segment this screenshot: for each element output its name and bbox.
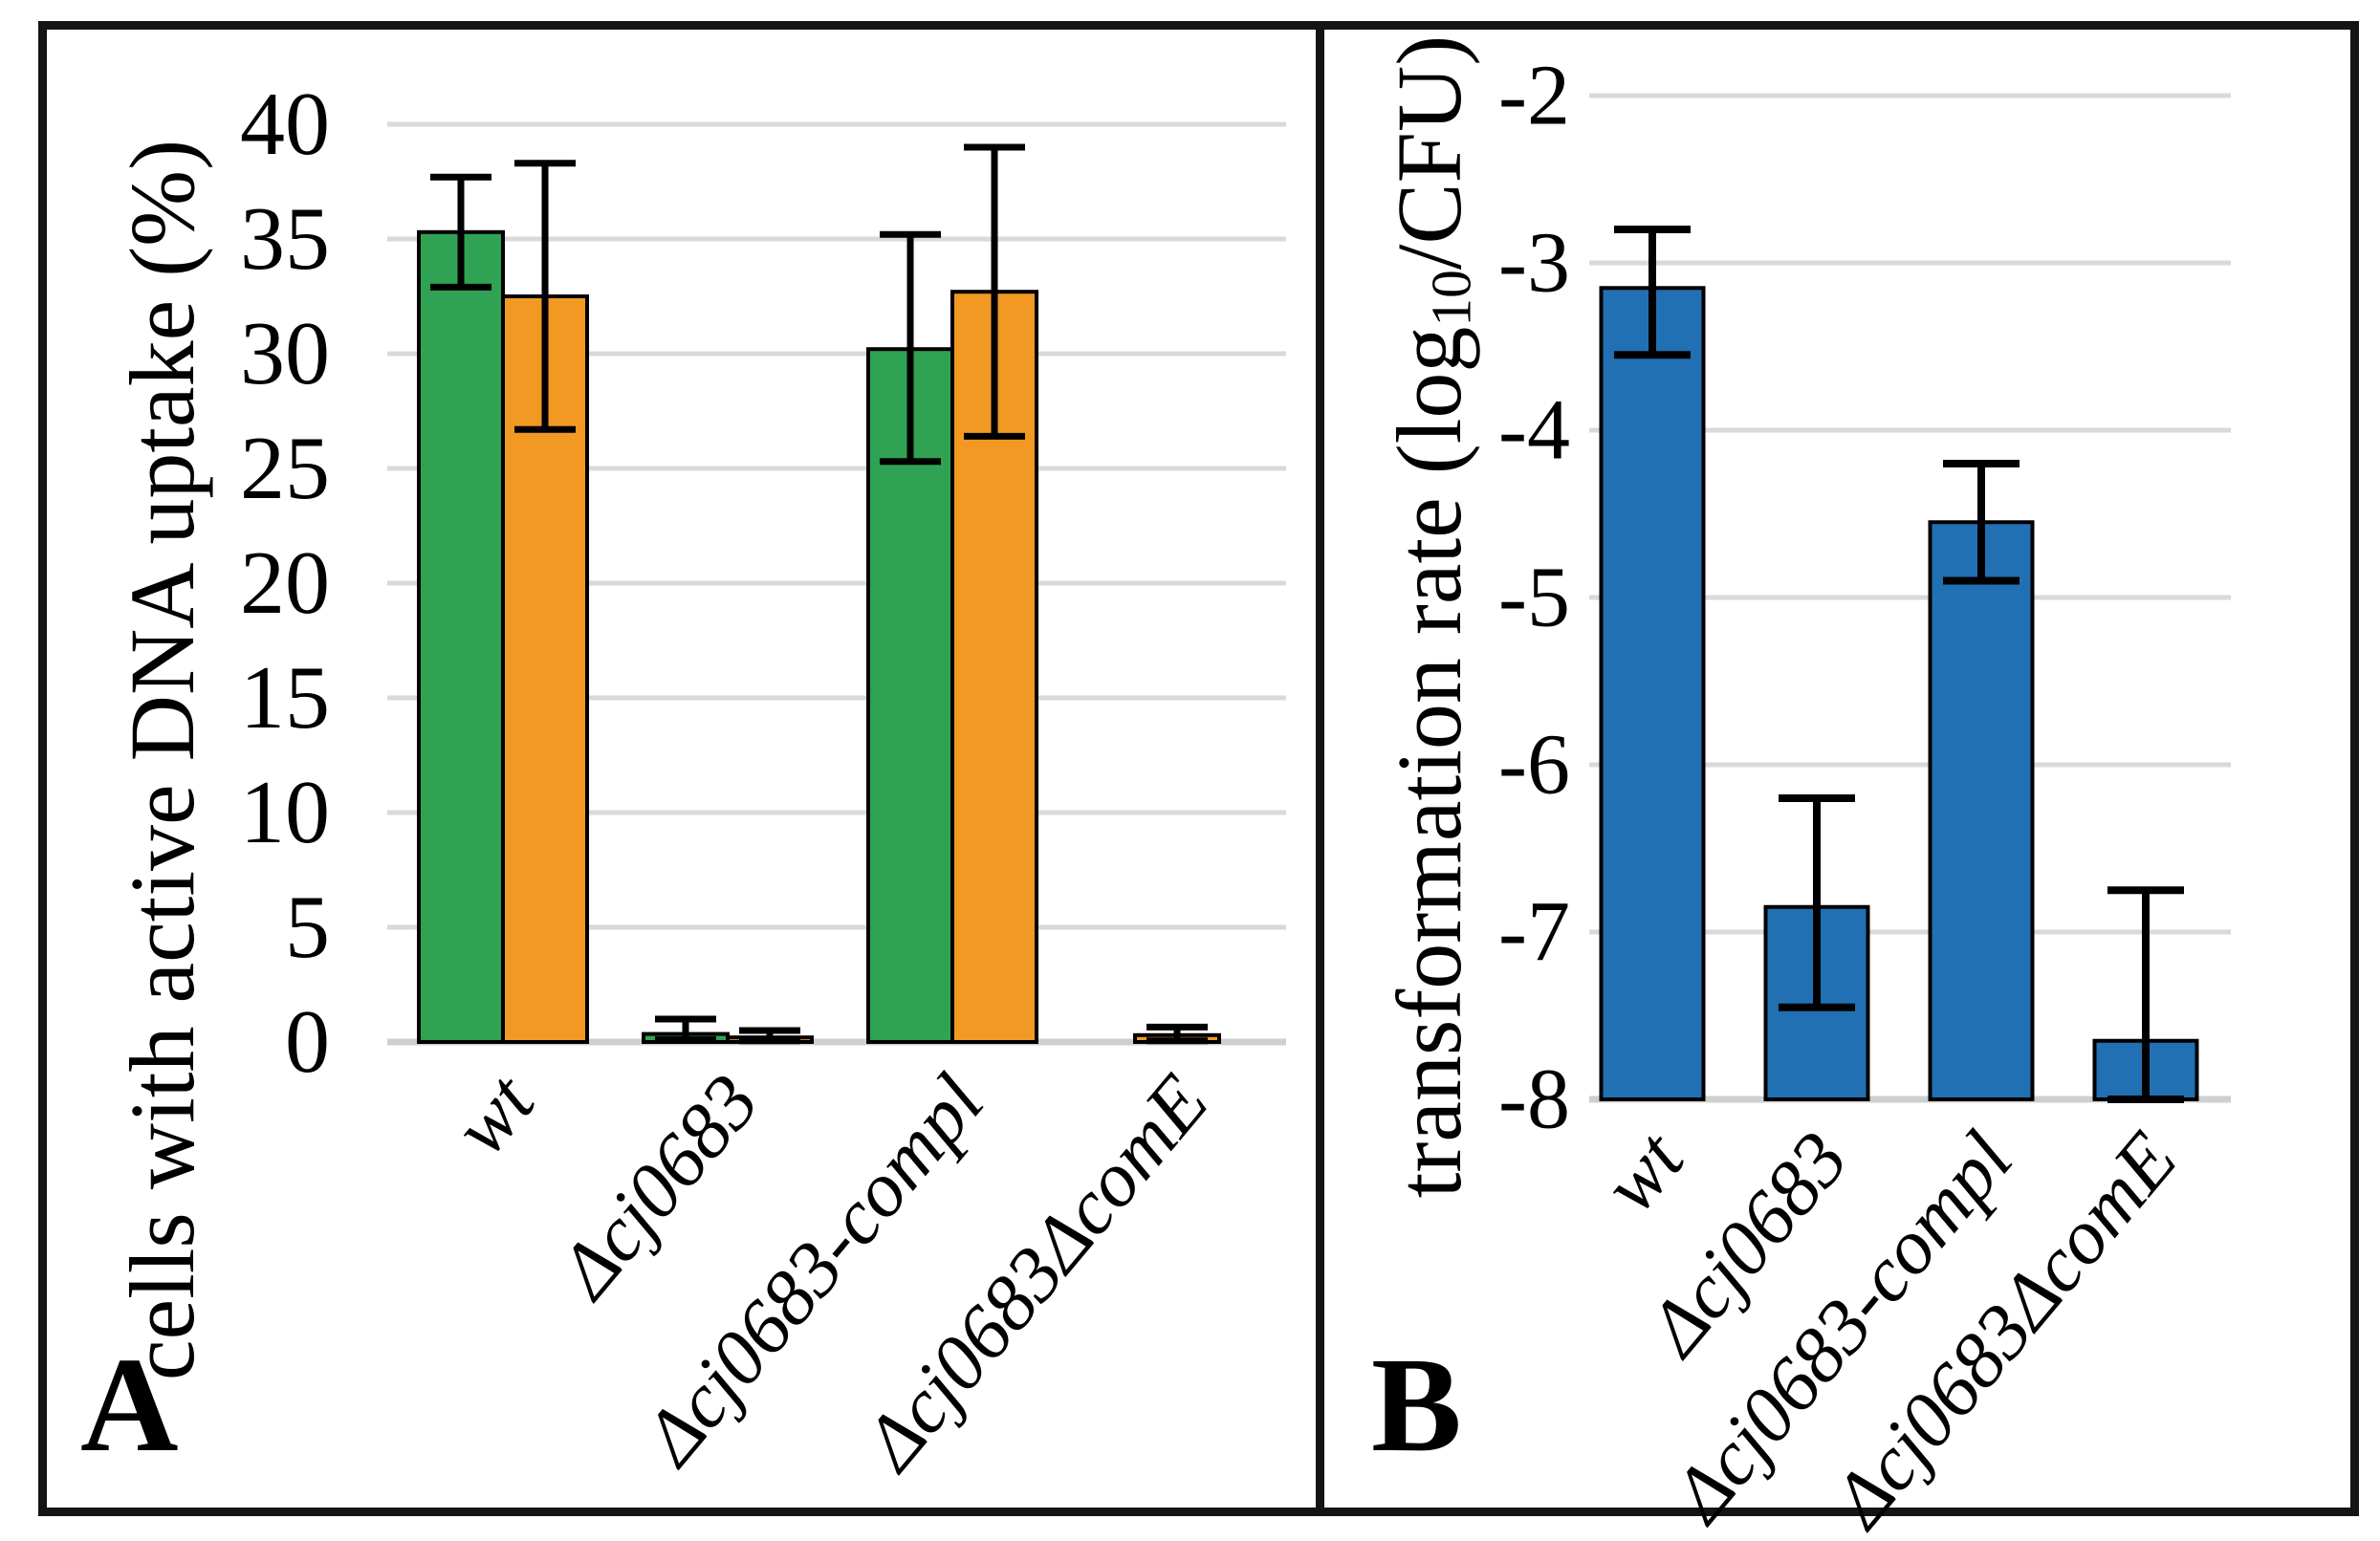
y-tick-A-30: 30 [240, 304, 330, 403]
panel-b-y-axis-title-post: /CFU) [1378, 34, 1480, 271]
panel-b-label: B [1371, 1329, 1462, 1480]
panel-b-y-axis-title-pre: transformation rate (log [1378, 326, 1480, 1199]
y-tick-A-20: 20 [240, 533, 330, 633]
y-tick-B--8: -8 [1498, 1053, 1570, 1147]
panel-b-y-axis-title-subscript: 10 [1419, 270, 1483, 327]
y-tick-A-25: 25 [240, 419, 330, 518]
y-tick-A-5: 5 [285, 878, 330, 977]
y-tick-B--6: -6 [1498, 718, 1570, 813]
y-tick-A-10: 10 [240, 763, 330, 862]
panel-divider [1316, 21, 1324, 1516]
x-label-B-0: wt [1585, 1114, 1701, 1228]
panel-a-label: A [80, 1329, 179, 1480]
y-tick-B--7: -7 [1498, 885, 1570, 980]
y-tick-A-0: 0 [285, 992, 330, 1092]
y-tick-B--2: -2 [1498, 49, 1570, 143]
y-tick-A-35: 35 [240, 189, 330, 289]
figure-border [38, 21, 2359, 1516]
y-tick-B--3: -3 [1498, 216, 1570, 311]
bar-B-0-blue [1599, 286, 1706, 1101]
x-label-A-1: Δcj0683 [540, 1058, 775, 1315]
x-label-A-0: wt [436, 1056, 552, 1171]
y-tick-A-15: 15 [240, 648, 330, 748]
panel-b-y-axis-title: transformation rate (log10/CFU) [1367, 0, 1492, 1286]
y-tick-B--4: -4 [1498, 383, 1570, 478]
bar-B-2-blue [1928, 520, 2035, 1101]
y-tick-B--5: -5 [1498, 551, 1570, 645]
bar-A-2-orange [950, 290, 1038, 1044]
panel-a-y-axis-title: cells with active DNA uptake (%) [111, 139, 213, 1381]
bar-A-0-green [417, 229, 505, 1045]
y-tick-A-40: 40 [240, 75, 330, 174]
